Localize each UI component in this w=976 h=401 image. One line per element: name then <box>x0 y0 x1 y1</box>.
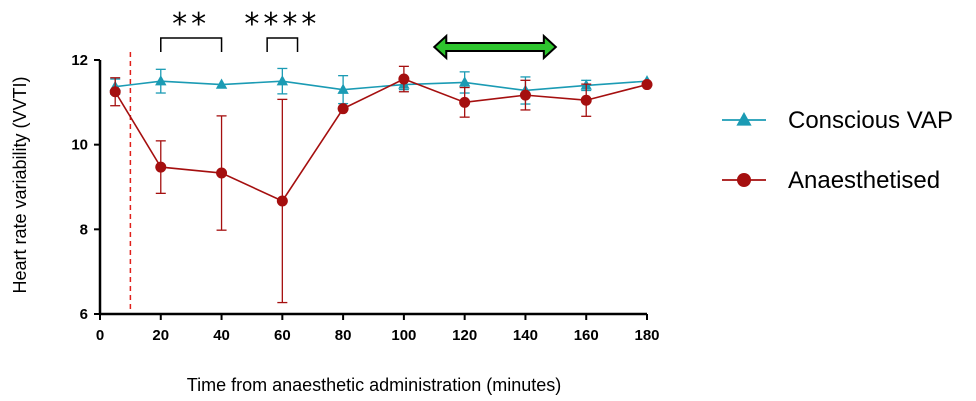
data-point <box>215 78 228 89</box>
legend: Conscious VAP Anaesthetised <box>722 107 953 194</box>
data-point <box>216 167 228 179</box>
legend-marker <box>736 112 752 126</box>
x-tick-label: 80 <box>335 327 352 344</box>
x-tick-label: 60 <box>274 327 291 344</box>
data-point <box>155 75 167 86</box>
series-conscious-vap <box>109 67 653 105</box>
legend-marker <box>737 173 751 187</box>
data-point <box>459 96 471 108</box>
significance-bracket <box>266 37 299 52</box>
data-point <box>580 94 592 106</box>
axes-layer: 0 20 40 60 80 100 120 140 160 180 6 8 10 12 Time fro… <box>10 52 660 395</box>
data-point <box>337 103 349 115</box>
series-anaesthetised <box>109 65 653 304</box>
range-double-arrow <box>432 33 558 61</box>
y-axis-label: Heart rate variability (VVTI) <box>10 76 30 293</box>
data-point <box>458 76 471 87</box>
legend-item-anaesthetised: Anaesthetised <box>722 167 940 194</box>
x-tick-label: 40 <box>213 327 230 344</box>
x-tick-label: 0 <box>96 327 104 344</box>
data-point <box>276 195 288 207</box>
y-tick-label: 6 <box>80 306 88 323</box>
legend-label: Anaesthetised <box>788 167 940 194</box>
legend-label: Conscious VAP <box>788 107 953 134</box>
y-tick-label: 10 <box>71 137 88 154</box>
data-point <box>155 161 167 173</box>
series-line <box>114 78 648 202</box>
x-ticks: 0 20 40 60 80 100 120 140 160 180 <box>96 314 660 344</box>
data-point <box>641 79 653 91</box>
data-point <box>337 83 349 94</box>
data-point <box>109 86 121 98</box>
significance-label: ** <box>172 7 210 42</box>
x-axis-label: Time from anaesthetic administration (mi… <box>187 375 561 395</box>
data-point <box>276 75 289 86</box>
x-tick-label: 140 <box>513 327 538 344</box>
significance-bracket <box>160 37 223 52</box>
y-ticks: 6 8 10 12 <box>71 52 100 323</box>
annotation-layer: ** **** <box>160 7 558 61</box>
y-tick-label: 8 <box>80 221 88 238</box>
x-tick-label: 100 <box>391 327 416 344</box>
significance-label: **** <box>244 7 320 42</box>
series-line <box>115 80 648 92</box>
series-layer <box>109 65 653 304</box>
data-point <box>519 89 531 101</box>
x-tick-label: 120 <box>452 327 477 344</box>
y-tick-label: 12 <box>71 52 88 69</box>
x-tick-label: 160 <box>574 327 599 344</box>
x-tick-label: 180 <box>634 327 659 344</box>
data-point <box>398 73 410 85</box>
x-tick-label: 20 <box>152 327 169 344</box>
legend-item-conscious-vap: Conscious VAP <box>722 107 953 134</box>
